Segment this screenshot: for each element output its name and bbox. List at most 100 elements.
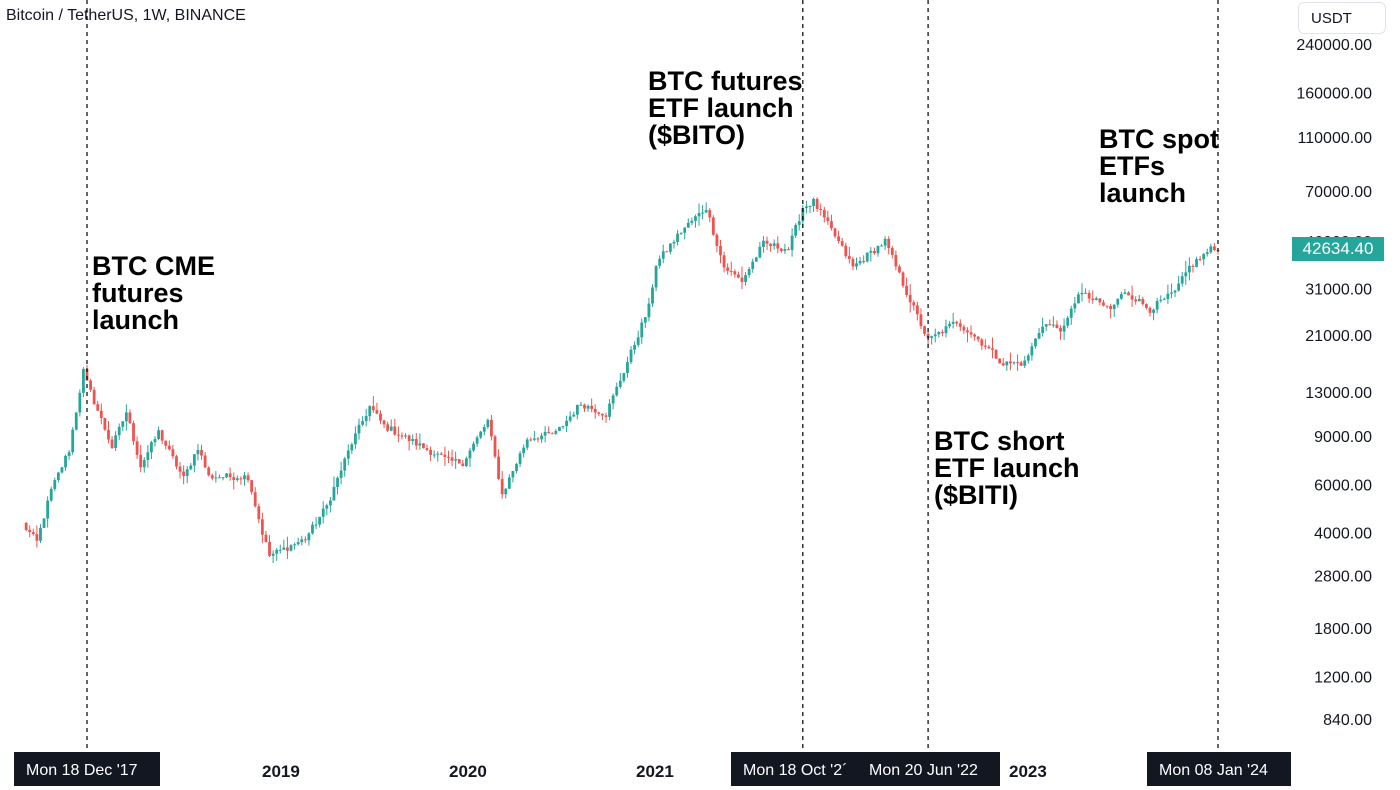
candle-body	[246, 475, 250, 481]
candle-body	[898, 266, 901, 273]
candle-body	[64, 455, 67, 468]
candle-body	[1130, 295, 1134, 300]
candle-body	[840, 241, 844, 246]
candle-body	[976, 336, 980, 340]
time-label-bito: Mon 18 Oct '2´	[731, 752, 865, 786]
candle-body	[901, 272, 905, 286]
candle-body	[278, 549, 282, 551]
candle-body	[1119, 294, 1123, 299]
candle-body	[493, 436, 497, 457]
candle-body	[1116, 298, 1120, 305]
candle-body	[1195, 259, 1198, 267]
candle-body	[482, 427, 486, 432]
candle-body	[160, 430, 164, 441]
price-tick-label: 110000.00	[1298, 130, 1373, 147]
candle-body	[103, 418, 107, 430]
candle-body	[812, 198, 815, 207]
currency-button[interactable]: USDT	[1298, 2, 1386, 34]
candle-body	[751, 261, 755, 269]
candle-body	[192, 454, 196, 466]
candle-body	[243, 475, 246, 480]
candle-body	[475, 437, 479, 444]
candle-body	[597, 412, 601, 414]
candle-body	[937, 331, 941, 335]
candle-body	[361, 421, 364, 425]
candle-body	[386, 424, 390, 431]
candle-body	[794, 224, 798, 236]
candle-body	[1037, 333, 1041, 339]
candle-body	[24, 522, 28, 530]
candle-body	[783, 249, 787, 251]
candle-body	[726, 267, 730, 271]
candle-body	[472, 443, 475, 451]
candle-body	[987, 346, 991, 349]
candle-body	[189, 465, 193, 470]
candle-body	[1159, 299, 1163, 301]
candle-body	[851, 258, 855, 267]
candle-body	[1066, 317, 1070, 326]
candle-body	[633, 344, 637, 350]
candle-body	[429, 449, 432, 455]
candle-body	[948, 323, 951, 327]
candle-body	[862, 260, 866, 262]
candle-body	[1094, 298, 1098, 300]
candle-body	[311, 524, 314, 534]
annotation-cme-futures: BTC CME futures launch	[92, 251, 215, 335]
candle-body	[543, 431, 547, 436]
candle-body	[1134, 299, 1138, 302]
candle-body	[600, 413, 604, 416]
candle-body	[1026, 355, 1030, 361]
candle-body	[747, 268, 751, 276]
candle-body	[142, 460, 146, 468]
candle-body	[966, 330, 969, 333]
candle-body	[923, 326, 926, 334]
candle-body	[82, 368, 85, 393]
candle-body	[49, 488, 53, 501]
price-tick-label: 31000.00	[1305, 281, 1372, 298]
candle-body	[1084, 292, 1087, 294]
candle-body	[583, 404, 586, 409]
candle-body	[504, 488, 508, 495]
candle-body	[396, 434, 400, 436]
price-tick-label: 6000.00	[1314, 477, 1372, 494]
candle-body	[1184, 272, 1188, 277]
candle-body	[586, 405, 590, 409]
candle-body	[468, 450, 472, 459]
candle-body	[668, 243, 672, 252]
candle-body	[776, 243, 780, 249]
candle-body	[719, 245, 722, 256]
candle-body	[53, 480, 57, 489]
candle-body	[1041, 326, 1045, 334]
candle-body	[643, 317, 647, 323]
candle-body	[56, 472, 60, 481]
candle-body	[303, 539, 307, 541]
candle-body	[35, 533, 39, 541]
candle-body	[572, 414, 576, 417]
candle-body	[271, 553, 275, 556]
candle-body	[1012, 362, 1016, 364]
candle-body	[758, 246, 762, 258]
candle-body	[146, 452, 150, 461]
candle-body	[805, 206, 808, 209]
candle-body	[1148, 307, 1152, 313]
candle-body	[1069, 308, 1073, 318]
price-tick-label: 840.00	[1323, 712, 1372, 729]
candle-body	[375, 410, 379, 414]
candle-body	[71, 429, 75, 453]
candle-body	[797, 221, 801, 225]
candle-body	[615, 386, 619, 396]
candle-body	[96, 404, 100, 411]
candle-body	[414, 439, 418, 446]
candle-body	[980, 339, 984, 346]
candle-body	[855, 263, 858, 267]
candle-body	[364, 416, 368, 422]
candle-body	[490, 419, 493, 437]
candle-body	[733, 271, 737, 275]
candle-body	[225, 473, 228, 478]
candle-body	[411, 439, 415, 441]
candle-body	[830, 221, 833, 229]
candle-body	[736, 274, 740, 278]
candle-body	[604, 415, 608, 417]
candle-body	[1145, 304, 1148, 308]
